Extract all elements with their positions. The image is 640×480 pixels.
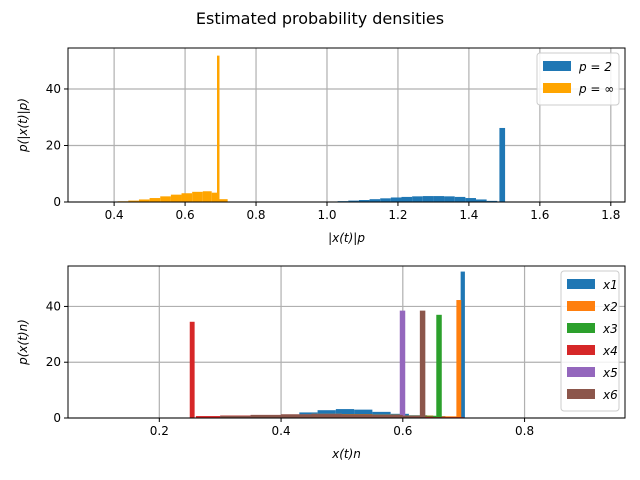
histogram-bar	[149, 198, 161, 202]
histogram-bar	[195, 416, 221, 418]
x-tick-label: 0.6	[176, 208, 195, 222]
legend-label: x5	[602, 366, 618, 380]
series-4	[189, 321, 495, 418]
legend-swatch	[567, 389, 595, 399]
legend-label: x2	[602, 300, 618, 314]
histogram-bar	[202, 191, 212, 202]
histogram-bar	[311, 414, 342, 418]
x-tick-label: 0.6	[393, 424, 412, 438]
y-tick-label: 20	[46, 138, 61, 152]
x-tick-label: 0.4	[272, 424, 291, 438]
series-1	[337, 127, 506, 202]
x-tick-label: 1.6	[530, 208, 549, 222]
histogram-bar	[465, 198, 476, 202]
histogram-bar	[341, 414, 373, 418]
legend-label: x4	[602, 344, 618, 358]
series-2	[85, 55, 228, 202]
x-tick-label: 1.4	[459, 208, 478, 222]
histogram-bar	[460, 271, 465, 418]
y-tick-label: 40	[46, 82, 61, 96]
legend-swatch	[543, 61, 571, 71]
histogram-bar	[181, 193, 193, 202]
x-axis-label: x(t)n	[331, 447, 361, 461]
x-tick-label: 1.8	[601, 208, 620, 222]
legend-label: x1	[602, 278, 618, 292]
y-axis-label: p(x(t)n)	[16, 319, 30, 366]
histogram-bar	[499, 127, 506, 202]
histogram-bar	[369, 199, 381, 202]
legend-swatch	[567, 279, 595, 289]
y-tick-label: 0	[53, 195, 61, 209]
legend-swatch	[567, 367, 595, 377]
histogram-bar	[219, 199, 228, 202]
series-6	[220, 310, 426, 418]
histogram-bar	[402, 415, 420, 418]
x-tick-label: 0.4	[105, 208, 124, 222]
histogram-bar	[160, 196, 171, 202]
chart-1: 0.4 0.6 0.8 1.0 1.2 1.4 1.6 1.8 0 20 40 |x(t)|p p(|x…	[16, 47, 626, 245]
histogram-bar	[192, 191, 203, 202]
histogram-bar	[399, 310, 406, 418]
histogram-bar	[211, 192, 218, 202]
histogram-bar	[422, 196, 434, 202]
figure-title: Estimated probability densities	[196, 9, 444, 28]
histogram-bar	[444, 196, 455, 202]
histogram-bar	[475, 199, 487, 202]
x-tick-label: 1.2	[388, 208, 407, 222]
histogram-bar	[486, 200, 498, 202]
histogram-bar	[170, 194, 182, 202]
legend-swatch	[567, 323, 595, 333]
axes-frame	[67, 265, 626, 419]
legend-swatch	[543, 83, 571, 93]
histogram-bar	[380, 198, 391, 202]
legend: p = 2 p = ∞	[536, 52, 620, 106]
x-tick-label: 0.8	[246, 208, 265, 222]
histogram-bar	[401, 196, 413, 202]
histogram-bar	[348, 200, 359, 202]
x-tick-label: 0.2	[150, 424, 169, 438]
histogram-bar	[454, 196, 466, 202]
histogram-bar	[128, 200, 139, 202]
histogram-bar	[419, 310, 426, 418]
histogram-bar	[390, 197, 402, 202]
legend-swatch	[567, 345, 595, 355]
legend-label: p = 2	[578, 60, 612, 74]
y-tick-label: 0	[53, 411, 61, 425]
histogram-bar	[220, 415, 251, 418]
histogram-bar	[433, 196, 445, 202]
y-tick-label: 40	[46, 299, 61, 313]
legend-label: x3	[602, 322, 618, 336]
histogram-bar	[412, 196, 423, 202]
axes-frame	[67, 47, 626, 203]
histogram-bar	[456, 300, 462, 418]
y-tick-label: 20	[46, 355, 61, 369]
histogram-bar	[281, 414, 312, 418]
histogram-bar	[372, 414, 403, 418]
x-tick-label: 0.8	[515, 424, 534, 438]
histogram-bar	[358, 200, 370, 202]
chart-2: 0.2 0.4 0.6 0.8 0 20 40 x(t)n p(x(t)n) x1 x2 x3 x4 x5…	[16, 265, 626, 461]
y-axis-label: p(|x(t)|p)	[16, 98, 30, 153]
histogram-bar	[189, 321, 195, 418]
legend-label: x6	[602, 388, 618, 402]
histogram-bar	[138, 199, 150, 202]
legend-swatch	[567, 301, 595, 311]
histogram-bar	[354, 409, 373, 418]
legend: x1 x2 x3 x4 x5 x6	[560, 270, 620, 412]
x-tick-label: 1.0	[317, 208, 336, 222]
histogram-bar	[217, 55, 220, 202]
series-5	[220, 310, 406, 418]
histogram-bar	[250, 414, 282, 418]
series-3	[220, 314, 442, 418]
histogram-bar	[436, 314, 442, 418]
x-axis-label: |x(t)|p	[328, 231, 365, 245]
legend-label: p = ∞	[578, 82, 614, 96]
histogram-bar	[335, 409, 355, 418]
